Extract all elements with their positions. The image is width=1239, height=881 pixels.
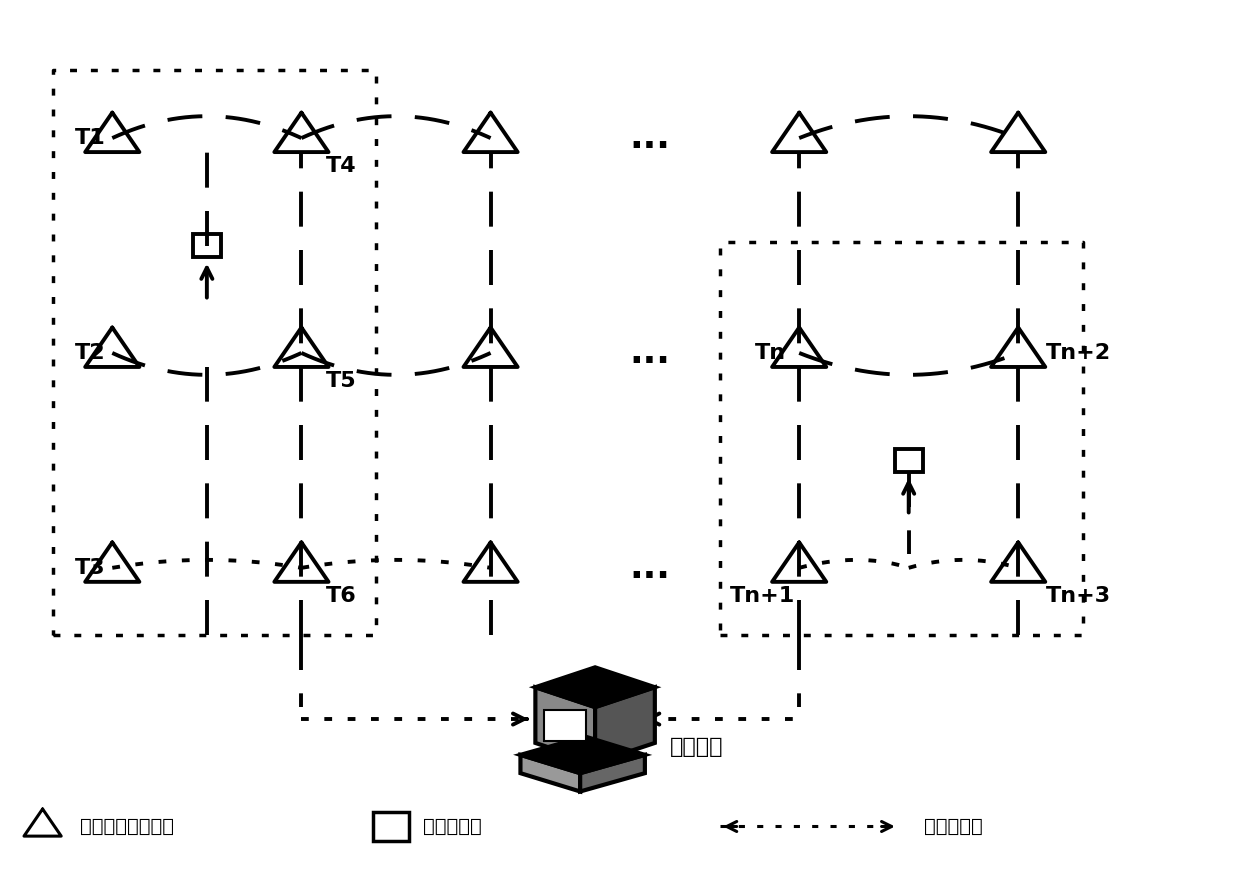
Polygon shape <box>535 687 595 763</box>
Text: ...: ... <box>629 121 670 155</box>
Text: Tn: Tn <box>755 343 786 363</box>
Text: 无线数据流: 无线数据流 <box>923 817 983 836</box>
Text: T2: T2 <box>74 343 105 363</box>
Text: 计算终端: 计算终端 <box>670 737 724 757</box>
Polygon shape <box>544 710 586 741</box>
Text: ...: ... <box>629 336 670 370</box>
Text: 光电传感器: 光电传感器 <box>422 817 482 836</box>
Text: 旋转激光经纬仪站: 旋转激光经纬仪站 <box>81 817 175 836</box>
Text: Tn+2: Tn+2 <box>1046 343 1111 363</box>
Text: T5: T5 <box>326 371 357 391</box>
Polygon shape <box>520 755 580 791</box>
Text: T4: T4 <box>326 156 357 176</box>
Text: Tn+1: Tn+1 <box>730 586 794 606</box>
Text: Tn+3: Tn+3 <box>1046 586 1111 606</box>
Text: T1: T1 <box>74 128 105 148</box>
Polygon shape <box>580 755 644 791</box>
Text: ...: ... <box>629 551 670 585</box>
Polygon shape <box>520 737 644 774</box>
Text: T3: T3 <box>74 558 105 578</box>
Polygon shape <box>595 687 655 763</box>
Text: T6: T6 <box>326 586 357 606</box>
Polygon shape <box>535 667 655 707</box>
